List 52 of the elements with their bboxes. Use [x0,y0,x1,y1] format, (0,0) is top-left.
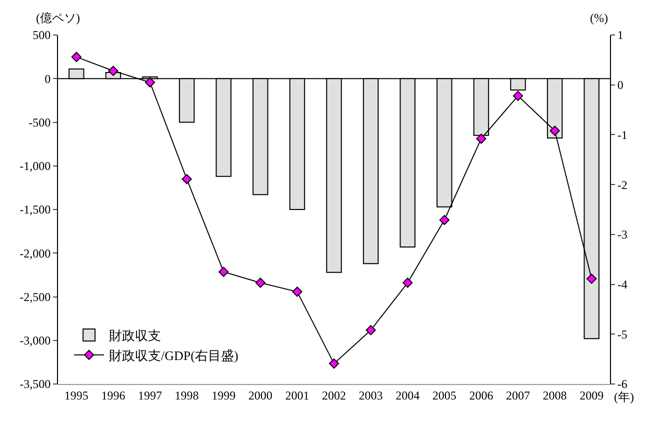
y-tick-label: -2,000 [20,246,51,260]
x-tick-label: 1997 [138,388,162,402]
x-axis-title: (年) [614,390,634,404]
x-tick-label: 2008 [542,388,567,402]
x-tick-label: 1998 [174,388,199,402]
point [292,286,302,297]
x-tick-label: 2009 [580,388,604,402]
point [586,274,597,284]
y-tick-label: -500 [28,115,51,130]
y-tick-label: -1,000 [20,159,51,174]
y2-tick-label: 0 [617,78,624,92]
x-tick-label: 1995 [64,388,88,402]
x-tick-label: 1996 [101,388,126,402]
x-tick-label: 2006 [469,388,494,402]
legend-label: 財政収支/GDP(右目盛) [109,348,238,363]
y-tick-label: -2,500 [20,290,51,304]
y-tick-label: -1,500 [20,202,51,217]
y2-tick-label: -1 [617,128,628,142]
point [476,134,486,144]
x-tick-label: 2005 [432,388,456,402]
y2-tick-label: -5 [617,327,628,342]
y2-tick-label: -6 [617,377,628,392]
y2-tick-label: -4 [617,277,628,292]
x-tick-label: 2000 [248,388,272,402]
y2-tick-label: -2 [617,178,628,192]
point [366,325,376,336]
point [182,174,192,184]
x-tick-label: 2004 [396,388,420,402]
point [144,77,156,88]
x-tick-label: 2001 [285,388,310,402]
y-tick-label: -3,000 [20,334,51,348]
y-tick-label: -3,500 [20,377,51,392]
y2-tick-label: 1 [617,28,624,42]
point [218,266,229,277]
y2-tick-label: -3 [617,228,628,242]
point [439,214,450,226]
point [328,358,340,369]
y2-axis-title: (%) [590,11,608,25]
point [550,126,560,136]
x-tick-label: 2003 [358,388,383,402]
point [512,90,524,101]
x-tick-label: 2002 [322,388,346,402]
point [255,278,266,288]
y-tick-label: 500 [32,28,51,42]
x-tick-label: 2007 [506,388,530,402]
x-tick-label: 1999 [212,388,236,402]
point [71,52,82,62]
point [402,278,413,288]
y-tick-label: 0 [44,72,51,86]
point [108,66,118,76]
legend-label: 財政収支 [109,328,162,344]
y-axis-title: (億ペソ) [36,11,80,25]
